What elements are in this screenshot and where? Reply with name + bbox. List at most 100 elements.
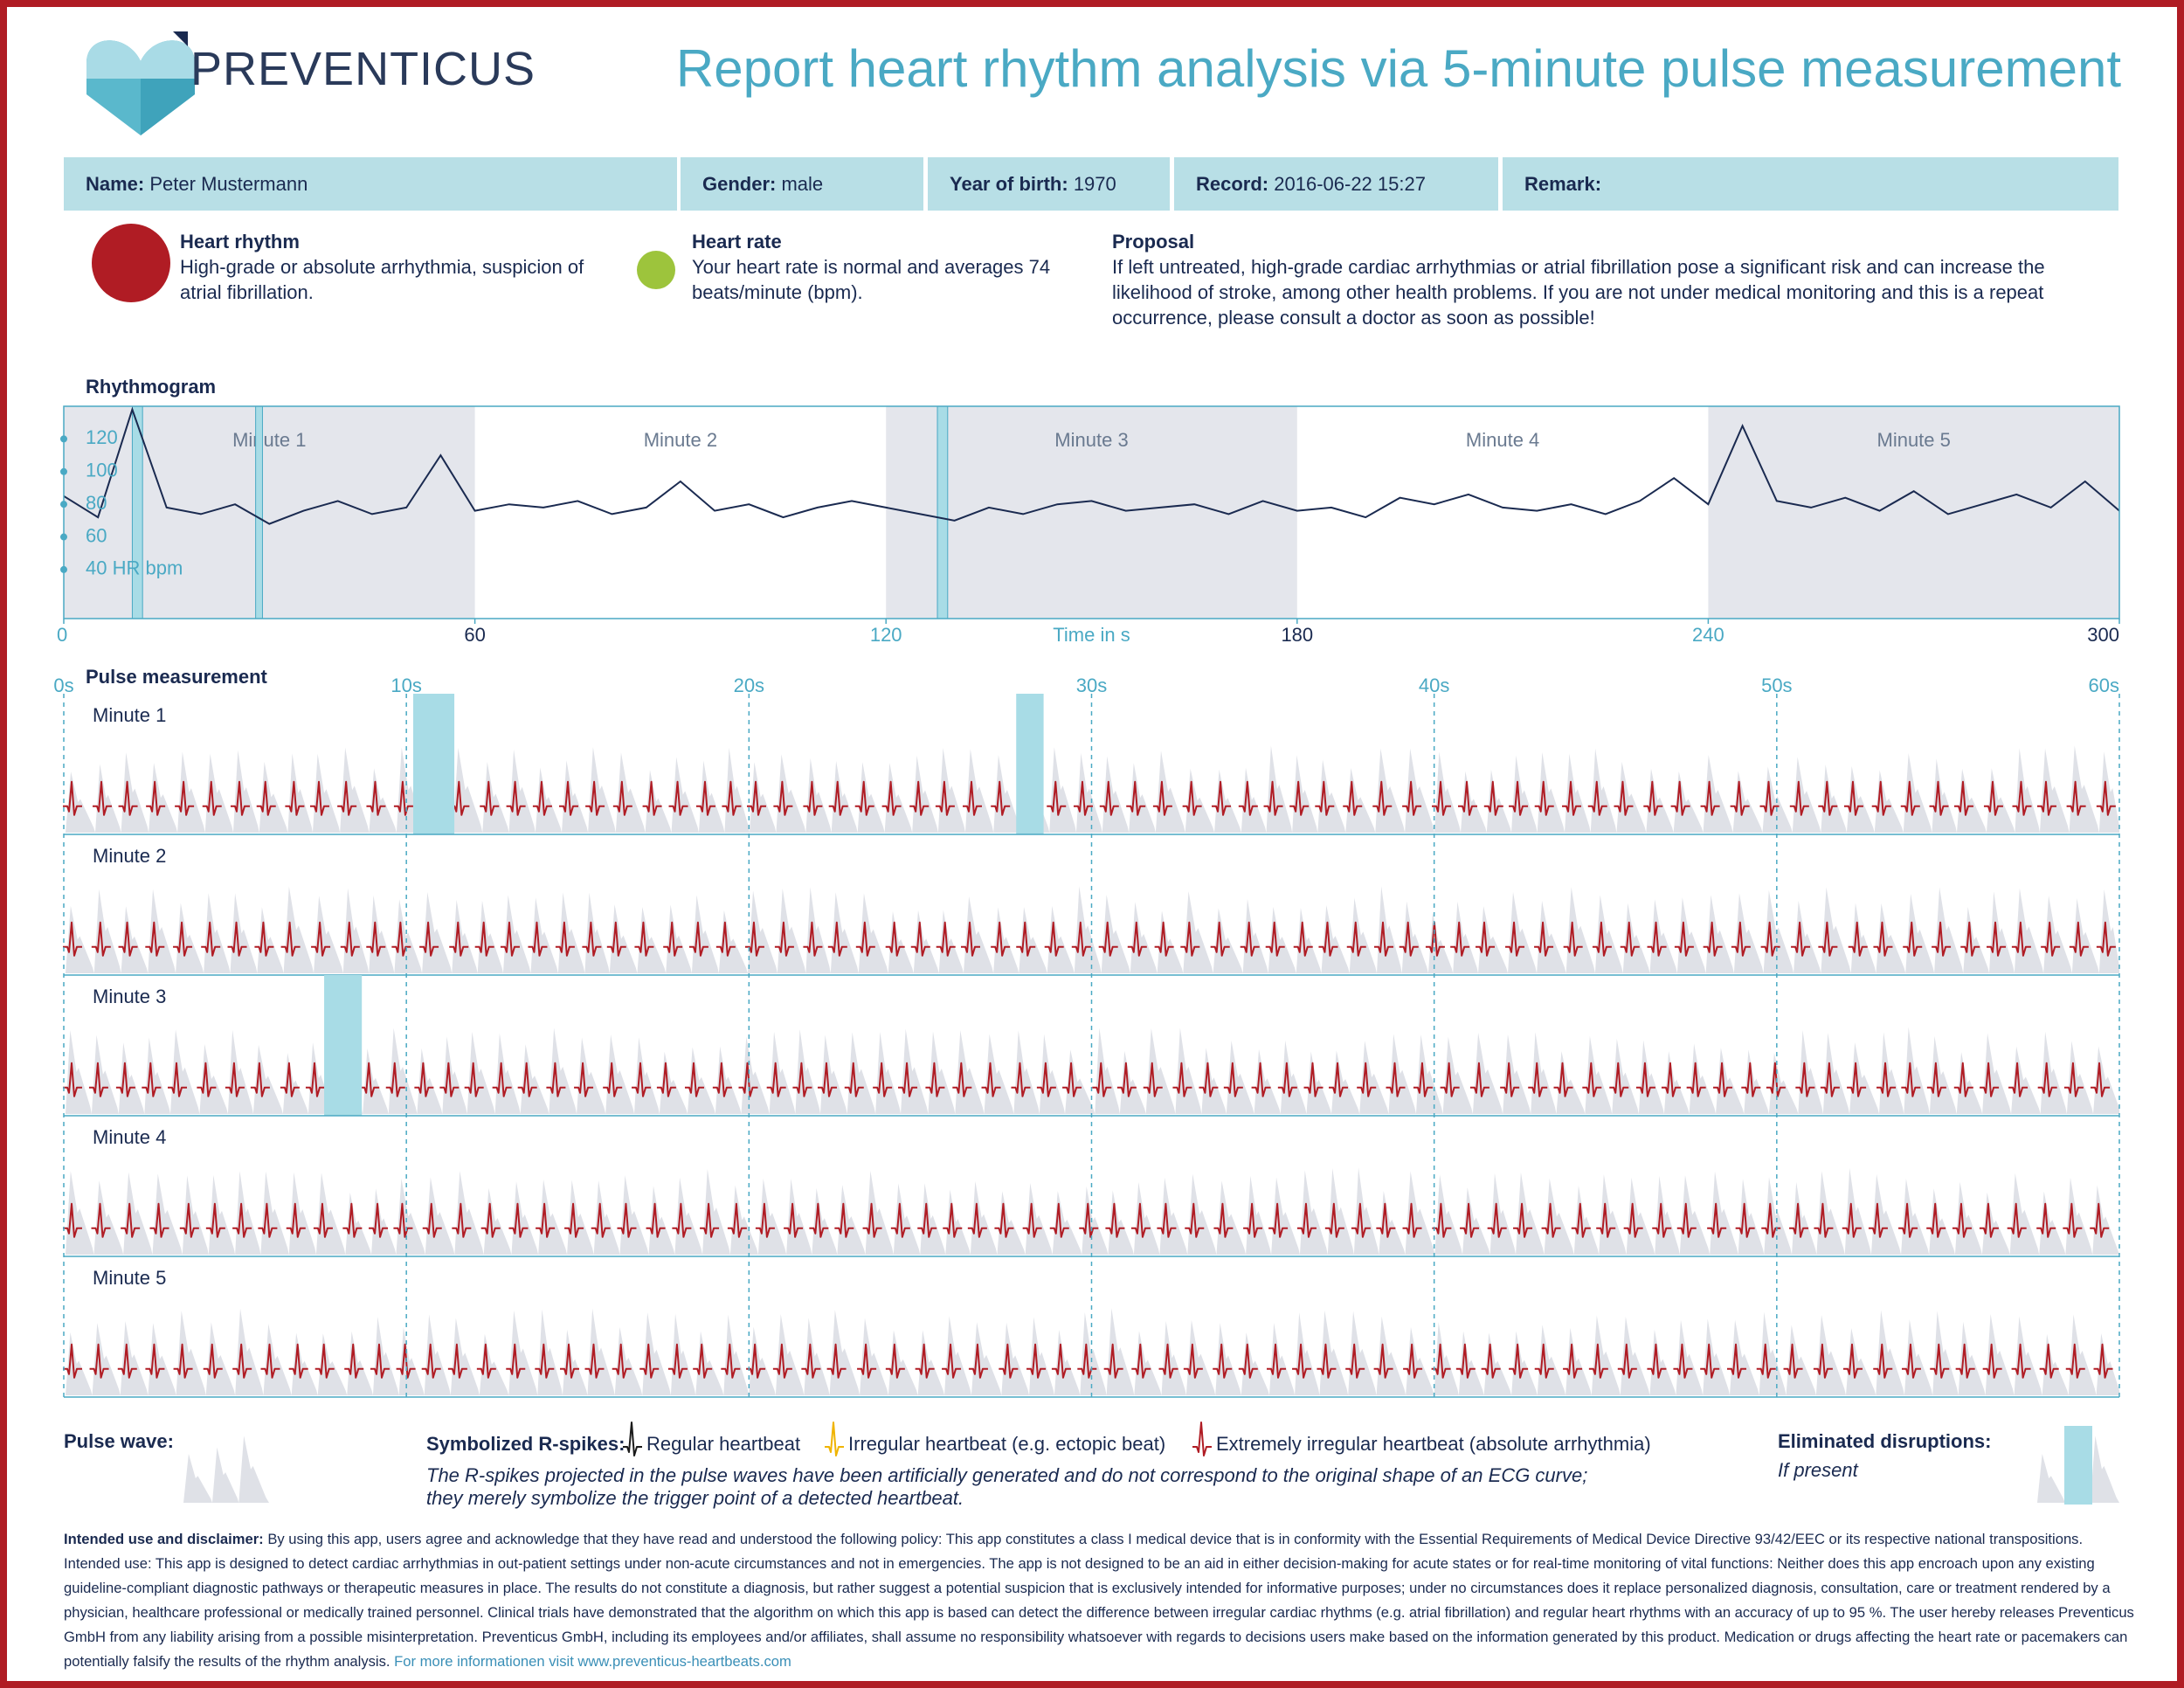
r-spike bbox=[1402, 1202, 1422, 1238]
r-spike bbox=[606, 921, 626, 957]
r-spike bbox=[1953, 780, 1973, 816]
rhythm-line bbox=[63, 406, 2120, 525]
r-spike bbox=[574, 1062, 594, 1097]
r-spike bbox=[2063, 1062, 2084, 1097]
y-tick-label: 100 bbox=[86, 460, 118, 481]
r-spike bbox=[1127, 921, 1147, 957]
r-spike bbox=[421, 1343, 441, 1379]
r-spike bbox=[1929, 780, 1949, 816]
graphics: Minute 1 Minute 2 Minute 3 Minute 4 Minute 5… bbox=[53, 31, 2120, 1505]
r-spike bbox=[1351, 1202, 1371, 1238]
r-spike bbox=[1505, 921, 1525, 957]
finding-text: High-grade or absolute arrhythmia, suspi… bbox=[180, 256, 584, 303]
r-spike bbox=[91, 1202, 111, 1238]
legend-item: Regular heartbeat bbox=[646, 1433, 801, 1455]
legend-pulse-icon bbox=[182, 1435, 269, 1503]
patient-cell: Remark: bbox=[1503, 157, 2118, 211]
r-spike bbox=[88, 1062, 108, 1097]
r-spike bbox=[173, 1343, 193, 1379]
r-spike bbox=[1357, 1062, 1377, 1097]
r-spike bbox=[1766, 1062, 1786, 1097]
r-spike bbox=[667, 1343, 688, 1379]
r-spike bbox=[1848, 921, 1868, 957]
r-spike bbox=[1296, 1202, 1317, 1238]
r-spike bbox=[225, 1062, 245, 1097]
r-spike bbox=[476, 1343, 496, 1379]
r-spike bbox=[393, 780, 413, 816]
r-spike bbox=[1707, 1202, 1727, 1238]
y-tick-label: 40 HR bpm bbox=[86, 557, 183, 579]
r-spike bbox=[712, 1062, 732, 1097]
r-spike bbox=[721, 1343, 741, 1379]
r-spike bbox=[117, 1343, 137, 1379]
r-spike bbox=[744, 921, 764, 957]
r-spike bbox=[1571, 1202, 1591, 1238]
r-spike bbox=[1614, 780, 1634, 816]
r-spike bbox=[449, 921, 469, 957]
pulse-wave bbox=[64, 1308, 2119, 1395]
r-spike bbox=[1432, 780, 1452, 816]
disruption bbox=[413, 694, 455, 834]
r-spike bbox=[700, 1202, 720, 1238]
r-spike bbox=[1303, 1062, 1324, 1097]
r-spike bbox=[500, 921, 520, 957]
r-spike bbox=[1868, 1202, 1888, 1238]
r-spike bbox=[1199, 1062, 1219, 1097]
r-spike bbox=[1926, 1062, 1946, 1097]
r-spike bbox=[1534, 780, 1554, 816]
r-spike bbox=[746, 780, 766, 816]
r-spike bbox=[722, 780, 742, 816]
patient-cell: Gender: male bbox=[681, 157, 923, 211]
r-spike bbox=[1092, 1062, 1112, 1097]
disruption bbox=[324, 975, 363, 1116]
r-spike bbox=[1476, 921, 1495, 957]
r-spike bbox=[1500, 1062, 1520, 1097]
r-spike bbox=[1979, 1202, 1999, 1238]
r-spike bbox=[366, 921, 386, 957]
r-spike bbox=[1318, 921, 1338, 957]
r-spike bbox=[1172, 1062, 1192, 1097]
r-spike bbox=[1051, 1343, 1071, 1379]
r-spike bbox=[63, 1202, 82, 1238]
r-spike bbox=[585, 780, 605, 816]
info-link[interactable]: For more informationen visit www.prevent… bbox=[394, 1653, 791, 1670]
r-spike bbox=[1587, 780, 1607, 816]
r-spike bbox=[755, 1202, 775, 1238]
r-spike bbox=[617, 1202, 637, 1238]
r-spike bbox=[118, 780, 138, 816]
x-tick-label: 0 bbox=[57, 624, 67, 646]
r-spike bbox=[1289, 780, 1310, 816]
finding-text: Your heart rate is normal and averages 7… bbox=[692, 256, 1051, 303]
r-spike bbox=[772, 1343, 792, 1379]
r-spike bbox=[1843, 780, 1863, 816]
r-spike bbox=[1185, 1202, 1205, 1238]
r-spike bbox=[89, 1343, 109, 1379]
r-spike bbox=[2011, 921, 2031, 957]
r-spike bbox=[1759, 780, 1780, 816]
r-spike bbox=[205, 1202, 225, 1238]
legend-r-spike bbox=[825, 1422, 844, 1456]
r-spike bbox=[1791, 921, 1811, 957]
r-spike bbox=[360, 1062, 380, 1097]
plot-frame bbox=[63, 405, 2120, 619]
pulse-wave bbox=[64, 745, 2119, 833]
r-spike bbox=[1376, 1202, 1396, 1238]
r-spike bbox=[1487, 1202, 1507, 1238]
r-spike bbox=[962, 780, 982, 816]
r-spike bbox=[1036, 1062, 1056, 1097]
r-spike bbox=[1292, 1343, 1312, 1379]
patient-cell: Record: 2016-06-22 15:27 bbox=[1174, 157, 1498, 211]
r-spike bbox=[121, 1202, 141, 1238]
r-spike bbox=[1674, 921, 1694, 957]
r-spike bbox=[862, 1202, 882, 1238]
r-spike bbox=[202, 780, 222, 816]
r-spike bbox=[1528, 1062, 1548, 1097]
logo-heart-shade bbox=[141, 79, 195, 135]
r-spike bbox=[917, 1202, 937, 1238]
x-tick-label: 60 bbox=[464, 624, 485, 646]
r-spike bbox=[1413, 1062, 1433, 1097]
x-axis-label: Time in s bbox=[1053, 624, 1130, 646]
r-spike bbox=[603, 1062, 623, 1097]
